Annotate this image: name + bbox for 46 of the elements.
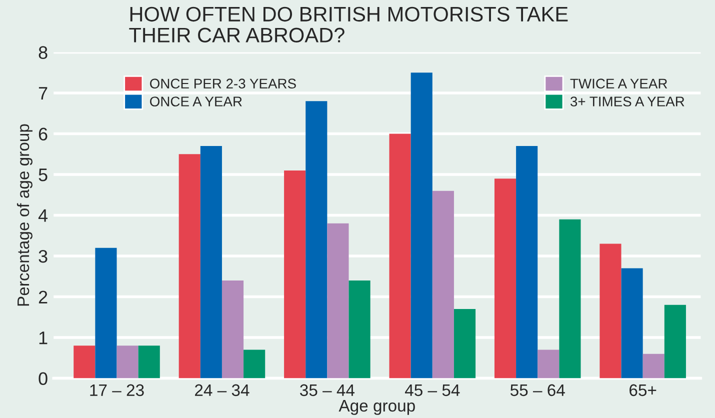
bar [200,146,222,378]
bar [516,146,538,378]
bar [284,170,306,378]
legend-label: TWICE A YEAR [570,78,668,89]
y-tick-label: 0 [38,372,48,386]
y-tick-label: 6 [38,128,48,140]
bar [642,354,664,378]
y-tick-label: 1 [39,332,48,344]
bar [389,134,411,378]
legend-label: 3+ TIMES A YEAR [570,96,684,106]
bar [222,280,244,378]
bar [494,178,516,378]
bar [538,350,560,378]
y-tick-label: 3 [38,250,48,263]
y-tick-label: 4 [38,209,48,222]
bar [95,248,117,378]
legend-label: ONCE PER 2-3 YEARS [150,78,296,89]
y-tick-label: 8 [38,46,48,59]
x-tick-label: 45 – 54 [404,384,460,396]
x-tick-label: 55 – 64 [510,384,565,396]
legend-label: ONCE A YEAR [150,96,242,106]
y-tick-label: 2 [38,290,48,304]
y-tick-label: 7 [38,87,48,100]
bar [621,268,643,378]
x-tick-label: 65+ [630,384,656,396]
x-tick-label: 24 – 34 [195,384,250,396]
bar [348,280,370,378]
bar [244,350,266,378]
bar [138,346,160,378]
x-tick-label: 17 – 23 [90,384,144,396]
bar [454,309,476,378]
bar [432,190,454,378]
bar [664,304,686,378]
x-tick-label: 35 – 44 [300,384,355,396]
bar [327,223,349,378]
bar [600,244,622,378]
y-tick-label: 5 [38,168,48,182]
bar [306,101,328,378]
bar [116,346,138,378]
bar [410,72,432,378]
x-axis-title: Age group [338,400,415,415]
bar [178,154,200,378]
chart-title: HOW OFTEN DO BRITISH MOTORISTS TAKE THEIR CAR ABROAD? [129,6,568,43]
y-axis-title: Percentage of age group [16,124,32,306]
bar [74,346,96,378]
bar [559,219,581,378]
